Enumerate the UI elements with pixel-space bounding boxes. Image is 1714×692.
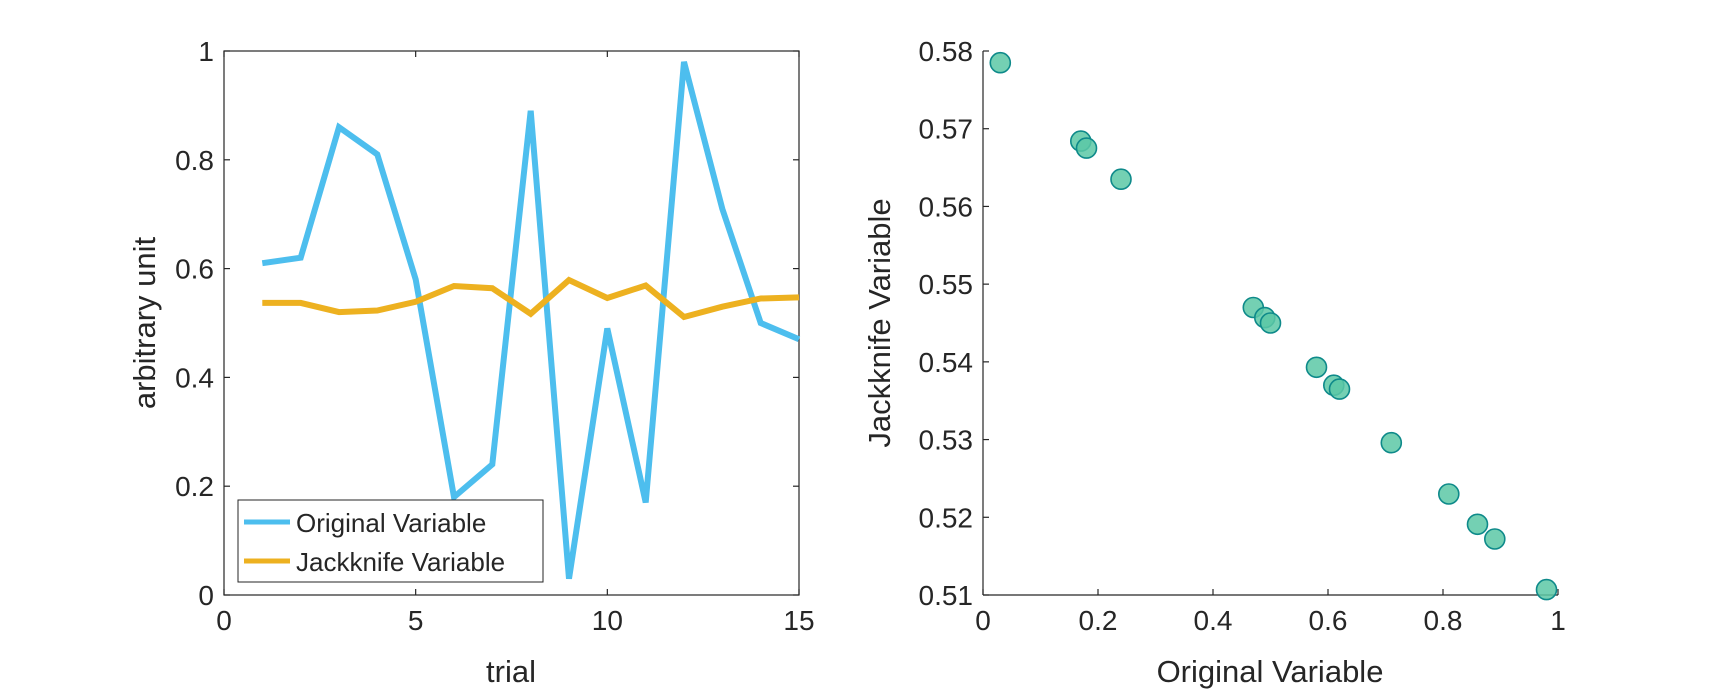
scatter-x-axis-label: Original Variable xyxy=(1157,654,1384,689)
scatter-y-tick-label: 0.54 xyxy=(919,347,974,378)
x-tick-label: 10 xyxy=(592,605,623,636)
line-chart-ticks: 0 5 10 15 0 0.2 0.4 0.6 0.8 1 xyxy=(175,36,815,636)
line-chart-series xyxy=(261,61,801,580)
scatter-point xyxy=(1484,528,1506,550)
scatter-y-tick-label: 0.58 xyxy=(919,36,974,67)
scatter-point xyxy=(1305,356,1328,379)
scatter-point xyxy=(1328,378,1351,400)
scatter-point xyxy=(1438,483,1460,505)
line-chart-legend: Original Variable Jackknife Variable xyxy=(237,499,544,583)
y-tick-label: 0.6 xyxy=(175,254,214,285)
scatter-y-axis-label: Jackknife Variable xyxy=(862,198,897,447)
scatter-chart-points xyxy=(989,51,1558,601)
scatter-point xyxy=(1075,137,1098,159)
x-tick-label: 15 xyxy=(783,605,814,636)
series-line-original xyxy=(261,61,801,580)
legend-label-original: Original Variable xyxy=(296,508,486,538)
y-tick-label: 1 xyxy=(198,36,214,67)
x-axis-label: trial xyxy=(486,654,536,689)
y-tick-label: 0.2 xyxy=(175,471,214,502)
scatter-x-tick-label: 0.8 xyxy=(1424,605,1463,636)
legend-label-jackknife: Jackknife Variable xyxy=(296,547,505,577)
scatter-point xyxy=(1380,431,1403,454)
y-tick-label: 0 xyxy=(198,580,214,611)
legend-box xyxy=(237,499,544,583)
scatter-x-tick-label: 1 xyxy=(1550,605,1566,636)
y-axis-label: arbitrary unit xyxy=(127,236,162,409)
scatter-point xyxy=(1110,168,1132,190)
scatter-y-tick-label: 0.57 xyxy=(919,114,974,145)
scatter-x-tick-label: 0.4 xyxy=(1194,605,1233,636)
scatter-point xyxy=(989,51,1012,74)
scatter-y-tick-label: 0.51 xyxy=(919,580,974,611)
y-tick-label: 0.8 xyxy=(175,145,214,176)
x-tick-label: 5 xyxy=(408,605,424,636)
scatter-x-tick-label: 0.2 xyxy=(1079,605,1118,636)
scatter-chart-ticks: 0 0.2 0.4 0.6 0.8 1 0.51 0.52 0.53 0.54 0.55 0.56 0.… xyxy=(919,36,1566,636)
scatter-y-tick-label: 0.56 xyxy=(919,191,974,222)
scatter-x-tick-label: 0.6 xyxy=(1309,605,1348,636)
y-tick-label: 0.4 xyxy=(175,362,214,393)
scatter-point xyxy=(1466,513,1489,536)
scatter-chart: 0 0.2 0.4 0.6 0.8 1 0.51 0.52 0.53 0.54 0.55 0.56 0.… xyxy=(862,36,1566,689)
scatter-y-tick-label: 0.55 xyxy=(919,269,974,300)
scatter-point xyxy=(1259,312,1282,334)
line-chart: 0 5 10 15 0 0.2 0.4 0.6 0.8 1 Original Variable J… xyxy=(127,36,815,689)
scatter-x-tick-label: 0 xyxy=(975,605,991,636)
scatter-y-tick-label: 0.52 xyxy=(919,502,974,533)
series-line-jackknife xyxy=(262,276,800,321)
x-tick-label: 0 xyxy=(216,605,232,636)
scatter-point xyxy=(1535,578,1558,601)
scatter-y-tick-label: 0.53 xyxy=(919,425,974,456)
